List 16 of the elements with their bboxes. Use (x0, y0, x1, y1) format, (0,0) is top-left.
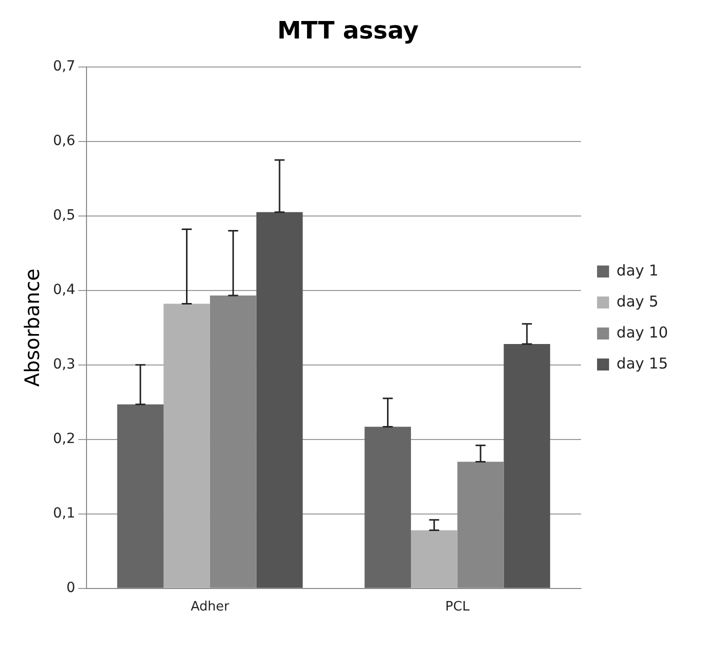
y-tick-label: 0,4 (53, 282, 76, 298)
y-tick-label: 0,1 (53, 506, 76, 522)
y-tick-label: 0 (66, 580, 76, 596)
y-axis-title: Absorbance (20, 268, 44, 387)
x-tick-label: PCL (445, 600, 470, 615)
legend-label: day 10 (616, 323, 668, 342)
y-tick-label: 0,5 (53, 207, 76, 224)
chart-title: MTT assay (277, 16, 420, 45)
y-tick-label: 0,3 (53, 356, 76, 372)
legend-label: day 1 (616, 261, 658, 280)
x-tick-label: Adher (190, 600, 230, 615)
legend-label: day 5 (616, 292, 658, 310)
y-tick-label: 0,7 (53, 58, 76, 74)
y-tick-label: 0,6 (53, 132, 76, 149)
y-tick-label: 0,2 (53, 431, 76, 448)
legend-label: day 15 (616, 354, 668, 372)
